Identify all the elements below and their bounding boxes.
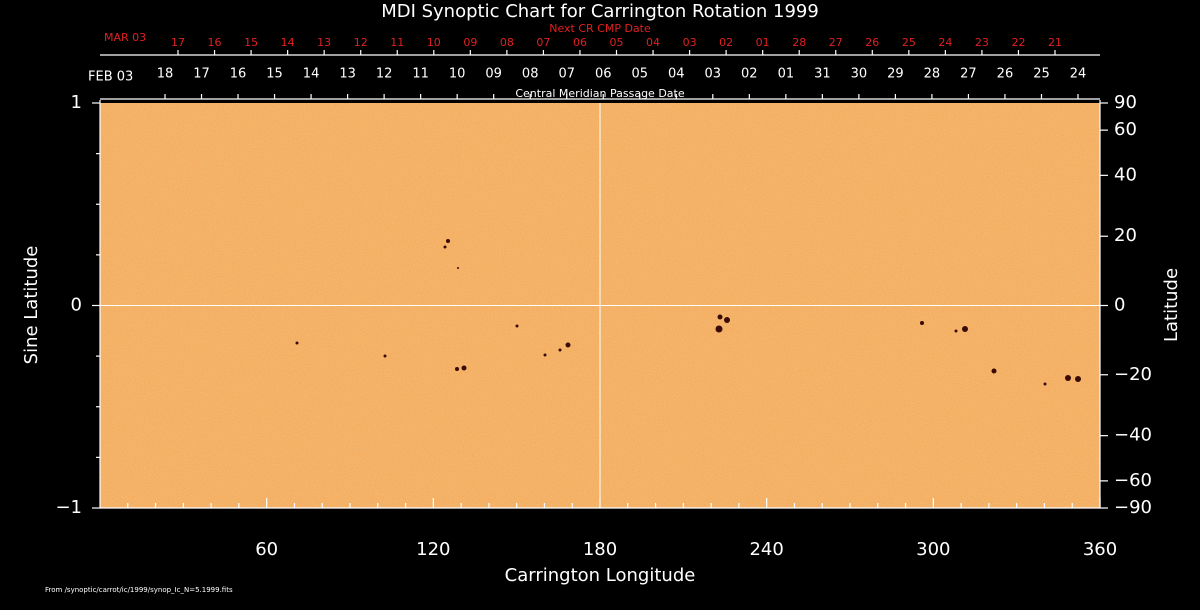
top2-dates-label: 11 [390, 36, 404, 49]
top2-dates-label: 24 [938, 36, 952, 49]
top-dates-label: 31 [814, 67, 831, 82]
top-dates-label: 07 [558, 67, 575, 82]
top2-axis-label: Next CR CMP Date [549, 22, 651, 35]
top2-dates-label: 16 [208, 36, 222, 49]
top-dates-label: 02 [741, 67, 758, 82]
top-dates-label: 08 [522, 67, 539, 82]
top-dates-label: 03 [705, 67, 722, 82]
footer: From /synoptic/carrot/ic/1999/synop_Ic_N… [45, 586, 233, 594]
x-axis-label: Carrington Longitude [505, 565, 696, 586]
top2-dates-label: 05 [610, 36, 624, 49]
x-tick-label: 240 [749, 539, 783, 560]
top-axis-label: Central Meridian Passage Date [515, 87, 684, 100]
y2-tick-label: −60 [1114, 470, 1152, 491]
top-dates-label: 13 [339, 67, 356, 82]
top2-dates-label: 07 [536, 36, 550, 49]
top2-dates-label: 28 [792, 36, 806, 49]
top-dates-label: 12 [376, 67, 393, 82]
top2-dates-label: 25 [902, 36, 916, 49]
top2-dates-label: 09 [463, 36, 477, 49]
top2-dates-label: 26 [865, 36, 879, 49]
top-dates-label: 11 [412, 67, 429, 82]
top-dates-label: 09 [485, 67, 502, 82]
top-dates-label: 10 [449, 67, 466, 82]
sunspots [295, 239, 1081, 386]
top2-dates-label: 06 [573, 36, 587, 49]
top2-dates-label: 03 [683, 36, 697, 49]
top2-dates-label: 27 [829, 36, 843, 49]
y2-tick-label: 20 [1114, 225, 1137, 246]
y-axis-label: Sine Latitude [21, 246, 42, 365]
top2-dates-label: 14 [281, 36, 295, 49]
top-dates-label: 05 [631, 67, 648, 82]
top-dates-label: 30 [851, 67, 868, 82]
top2-dates-label: 08 [500, 36, 514, 49]
top-dates-label: 15 [266, 67, 283, 82]
top2-dates-label: 22 [1011, 36, 1025, 49]
y2-tick-label: 0 [1114, 295, 1125, 316]
top-dates-label: 27 [960, 67, 977, 82]
x-tick-label: 120 [416, 539, 450, 560]
chart-title: MDI Synoptic Chart for Carrington Rotati… [381, 1, 819, 22]
top2-dates-label: 01 [756, 36, 770, 49]
top-dates-label: 17 [193, 67, 210, 82]
top2-dates-label: 15 [244, 36, 258, 49]
y-tick-label: 1 [71, 92, 82, 113]
top2-dates-label: 17 [171, 36, 185, 49]
top-dates-label: 04 [668, 67, 685, 82]
y2-tick-label: −90 [1114, 497, 1152, 518]
top2-dates-label: 02 [719, 36, 733, 49]
top2-start-label: MAR 03 [104, 31, 146, 44]
top2-dates-label: 04 [646, 36, 660, 49]
y2-tick-label: −20 [1114, 364, 1152, 385]
x-tick-label: 300 [916, 539, 950, 560]
x-tick-label: 360 [1083, 539, 1117, 560]
top2-dates-label: 21 [1048, 36, 1062, 49]
top-dates-label: 28 [924, 67, 941, 82]
x-tick-label: 180 [583, 539, 617, 560]
top-dates-label: 18 [157, 67, 174, 82]
top2-dates-label: 23 [975, 36, 989, 49]
top-start-label: FEB 03 [88, 70, 133, 85]
top-dates-label: 06 [595, 67, 612, 82]
y2-tick-label: 60 [1114, 119, 1137, 140]
top-dates-label: 16 [230, 67, 247, 82]
top2-dates-label: 10 [427, 36, 441, 49]
y-tick-label: −1 [55, 497, 82, 518]
y2-tick-label: 90 [1114, 92, 1137, 113]
top2-dates-label: 12 [354, 36, 368, 49]
top2-dates-label: 13 [317, 36, 331, 49]
y-tick-label: 0 [71, 295, 82, 316]
y2-tick-label: 40 [1114, 164, 1137, 185]
y2-tick-label: −40 [1114, 425, 1152, 446]
top-dates-label: 24 [1070, 67, 1087, 82]
top-dates-label: 01 [778, 67, 795, 82]
top-dates-label: 25 [1033, 67, 1050, 82]
top-dates-label: 29 [887, 67, 904, 82]
x-tick-label: 60 [255, 539, 278, 560]
top-dates-label: 26 [997, 67, 1014, 82]
top-dates-label: 14 [303, 67, 320, 82]
y2-axis-label: Latitude [1161, 268, 1182, 342]
